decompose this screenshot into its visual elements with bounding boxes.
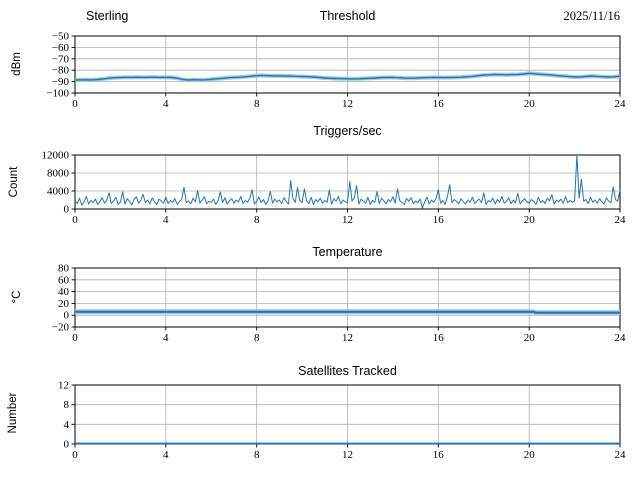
x-tick-label: 20	[524, 98, 536, 110]
x-tick-label: 24	[615, 98, 627, 110]
y-tick-label: 8000	[47, 168, 70, 180]
threshold_dbm-line	[74, 72, 621, 81]
x-tick-label: 24	[615, 449, 627, 461]
satellites-plot-area: 0 4 8 12 16 20 24 0 4 8 12	[58, 380, 627, 462]
y-tick-label: 4	[64, 419, 70, 431]
x-tick-label: 20	[524, 214, 536, 226]
x-tick-label: 16	[433, 332, 445, 344]
y-tick-label: −90	[52, 76, 70, 88]
x-tick-label: 8	[254, 332, 260, 344]
x-tick-label: 8	[254, 449, 260, 461]
x-tick-label: 16	[433, 449, 445, 461]
y-tick-label: 60	[58, 274, 70, 286]
chart-title-temperature: Temperature	[312, 245, 383, 259]
x-tick-label: 4	[163, 449, 169, 461]
y-tick-label: 80	[58, 263, 70, 275]
station-name-label: Sterling	[86, 9, 129, 23]
x-tick-label: 4	[163, 214, 169, 226]
x-tick-label: 20	[524, 449, 536, 461]
chart-title-satellites: Satellites Tracked	[298, 364, 397, 378]
y-tick-label: 0	[64, 439, 70, 451]
triggers_per_sec-line	[74, 154, 621, 209]
temperature_c-line	[75, 310, 620, 314]
x-tick-label: 16	[433, 98, 445, 110]
y-tick-label: −20	[52, 322, 70, 334]
x-tick-label: 8	[254, 98, 260, 110]
x-tick-label: 20	[524, 332, 536, 344]
x-tick-label: 16	[433, 214, 445, 226]
chart-satellites: Satellites Tracked Number 0 4 8 12 16 20 24 0 4 8…	[0, 360, 640, 480]
y-tick-label: −70	[52, 53, 70, 65]
y-tick-label: 12000	[42, 150, 70, 162]
y-tick-label: −100	[46, 88, 69, 100]
x-tick-label: 12	[342, 332, 353, 344]
chart-triggers: Triggers/sec Count 0 4 8 12 16 20 24 0 4000 8000 1…	[0, 120, 640, 240]
y-tick-label: 0	[64, 310, 70, 322]
x-tick-label: 0	[72, 449, 78, 461]
y-tick-label: 40	[58, 286, 70, 298]
y-tick-label: 0	[64, 204, 70, 216]
x-tick-label: 12	[342, 449, 353, 461]
y-tick-label: −60	[52, 42, 70, 54]
x-tick-label: 12	[342, 98, 353, 110]
y-tick-label: 12	[58, 380, 69, 392]
chart-title-triggers: Triggers/sec	[313, 124, 382, 138]
x-tick-label: 0	[72, 332, 78, 344]
threshold-plot-area: 0 4 8 12 16 20 24 −50−60−70−80−90−100	[46, 31, 627, 111]
x-tick-label: 24	[615, 214, 627, 226]
x-tick-label: 24	[615, 332, 627, 344]
y-tick-label: 20	[58, 298, 70, 310]
date-label: 2025/11/16	[563, 9, 620, 23]
plot-frame	[74, 267, 621, 328]
x-tick-label: 8	[254, 214, 260, 226]
x-tick-label: 0	[72, 98, 78, 110]
x-tick-label: 4	[163, 332, 169, 344]
plot-frame	[74, 154, 621, 210]
y-tick-label: −80	[52, 65, 70, 77]
plot-frame	[74, 35, 621, 94]
y-tick-label: 8	[64, 399, 70, 411]
y-tick-label: 4000	[47, 186, 70, 198]
chart-threshold: Sterling Threshold 2025/11/16 dBm 0 4 8 12 1…	[0, 0, 640, 120]
y-tick-label: −50	[52, 31, 70, 43]
chart-temperature: Temperature °C 0 4 8 12 16 20 24 80 60 40 20 0 −20	[0, 240, 640, 360]
x-tick-label: 12	[342, 214, 353, 226]
triggers-plot-area: 0 4 8 12 16 20 24 0 4000 8000 12000	[42, 150, 627, 227]
x-tick-label: 4	[163, 98, 169, 110]
x-tick-label: 0	[72, 214, 78, 226]
chart-title-threshold: Threshold	[319, 9, 376, 23]
